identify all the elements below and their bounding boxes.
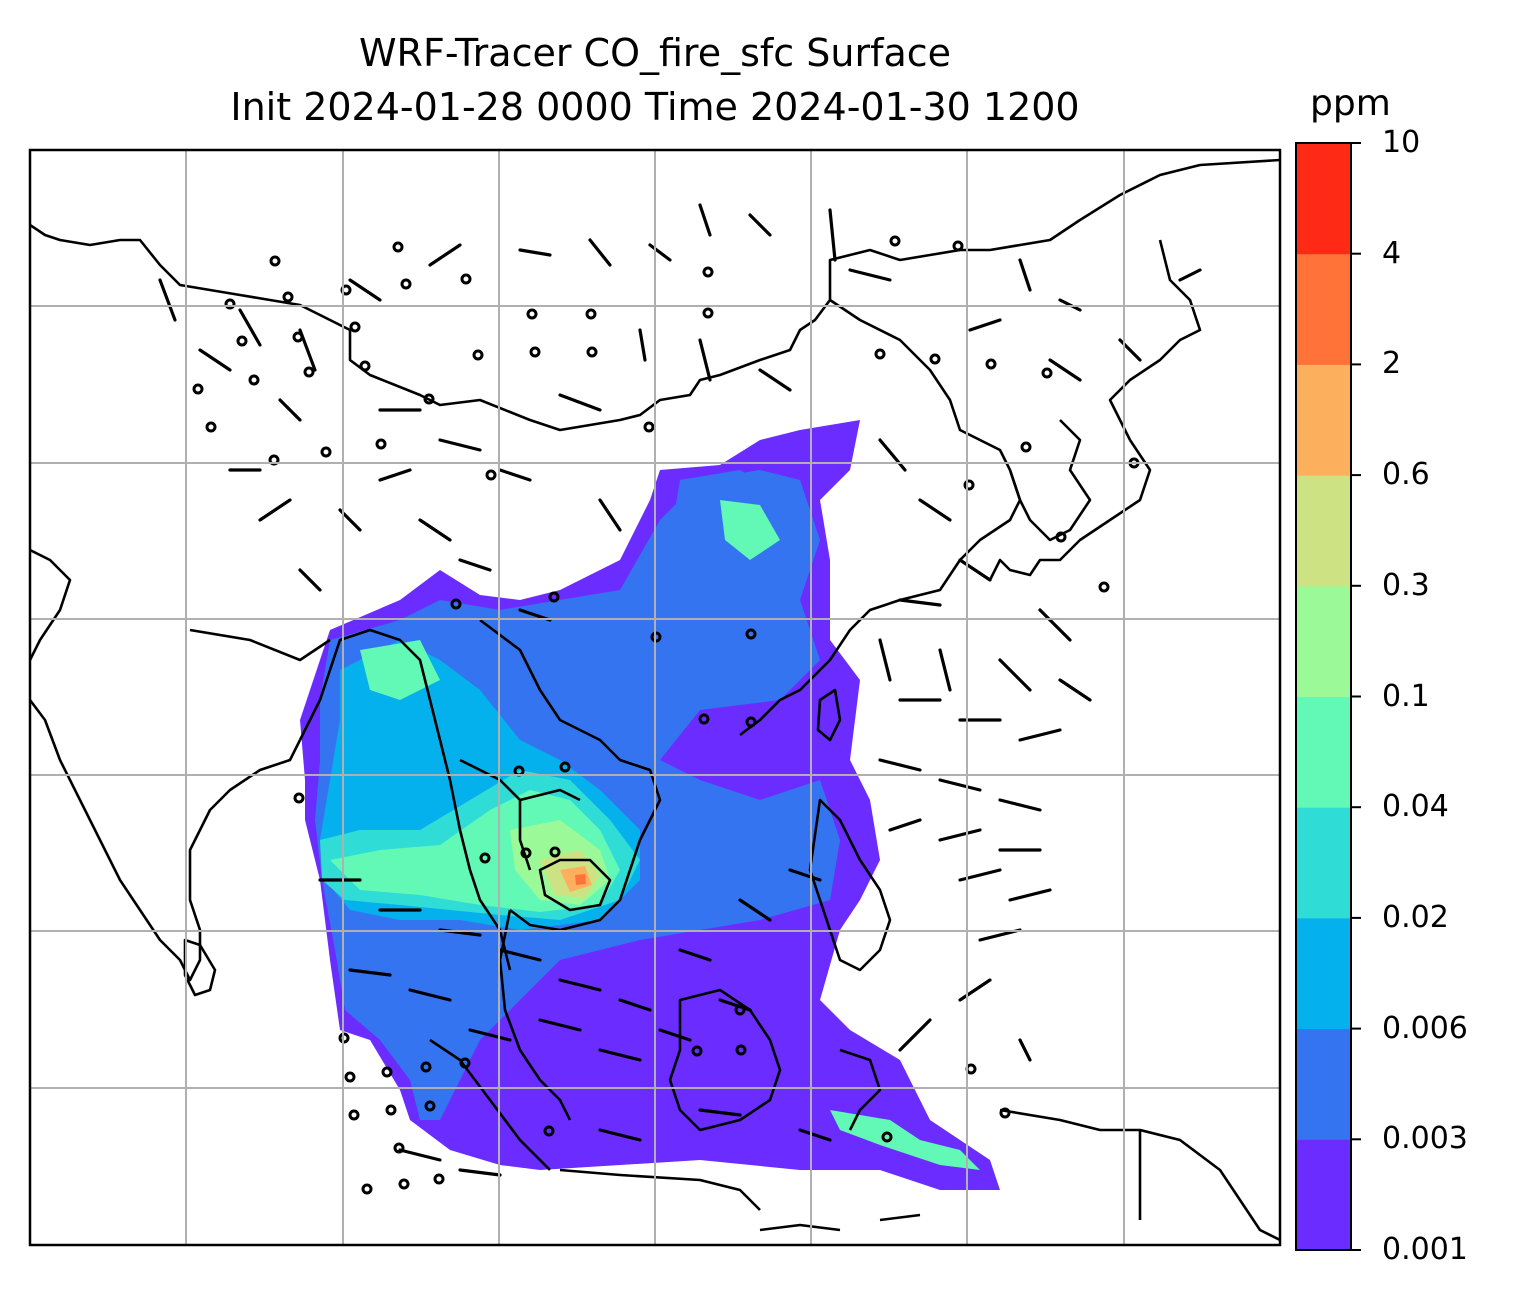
colorbar-segment xyxy=(1296,585,1351,697)
colorbar xyxy=(1295,142,1361,1251)
colorbar-segment xyxy=(1296,253,1351,365)
colorbar-tick-label: 0.1 xyxy=(1382,678,1430,714)
colorbar-segment xyxy=(1296,807,1351,919)
gridlines xyxy=(30,150,1280,1245)
wind-barbs xyxy=(158,203,1202,1177)
coastline-lesser-sunda xyxy=(759,1213,921,1232)
map-panel xyxy=(30,150,1280,1245)
coastline-korea xyxy=(1008,419,1092,542)
tracer-field-level-9 xyxy=(575,874,586,885)
coastline-india xyxy=(30,548,302,982)
colorbar-tick-label: 0.003 xyxy=(1382,1121,1468,1157)
coastline-sulawesi xyxy=(839,1048,882,1131)
coastline-indochina xyxy=(479,618,662,932)
coastline-east-asia xyxy=(30,158,1280,432)
colorbar-tick-label: 0.006 xyxy=(1382,1010,1468,1046)
tracer-field-north-bright xyxy=(720,500,780,560)
colorbar-segment xyxy=(1296,475,1351,587)
border-tibet xyxy=(189,628,331,662)
coastline-japan-north xyxy=(1108,239,1202,441)
colorbar-segment xyxy=(1296,917,1351,1030)
tracer-field xyxy=(300,420,1000,1190)
colorbar-tick-label: 0.001 xyxy=(1382,1232,1468,1267)
colorbar-segment xyxy=(1296,1028,1351,1140)
colorbar-segment xyxy=(1296,364,1351,476)
border-mekong xyxy=(459,758,581,871)
colorbar-segment xyxy=(1296,696,1351,808)
tracer-field-island-patch xyxy=(830,1110,980,1170)
colorbar-segment xyxy=(1296,143,1351,255)
colorbar-segment xyxy=(1296,1139,1351,1251)
coastline-japan xyxy=(988,439,1152,581)
coastline-sumatra xyxy=(429,1038,551,1171)
colorbar-tick-label: 10 xyxy=(1382,125,1421,160)
tracer-field-west-patch xyxy=(360,640,440,700)
colorbar-tick-label: 4 xyxy=(1382,235,1402,271)
colorbar-tick-label: 0.04 xyxy=(1382,789,1449,825)
coastline-new-guinea xyxy=(999,1108,1280,1242)
map-title-line-1: WRF-Tracer CO_fire_sfc Surface xyxy=(358,31,952,75)
coastline-china-east xyxy=(739,298,1022,737)
coastline-philippines xyxy=(808,798,892,972)
coastline-java xyxy=(559,1168,761,1211)
coastline-gulf-thailand xyxy=(538,858,612,912)
map-title-line-2: Init 2024-01-28 0000 Time 2024-01-30 120… xyxy=(230,85,1080,129)
colorbar-tick-label: 0.3 xyxy=(1382,567,1430,603)
coastline-bay-of-bengal xyxy=(298,628,512,971)
colorbar-tick-label: 0.6 xyxy=(1382,457,1430,493)
map-frame xyxy=(28,148,1282,1247)
coastline-taiwan xyxy=(816,688,842,742)
colorbar-unit-label: ppm xyxy=(1310,83,1391,124)
colorbar-tick-label: 0.02 xyxy=(1382,899,1449,935)
coastlines xyxy=(30,158,1280,1242)
colorbar-tick-label: 2 xyxy=(1382,346,1402,382)
